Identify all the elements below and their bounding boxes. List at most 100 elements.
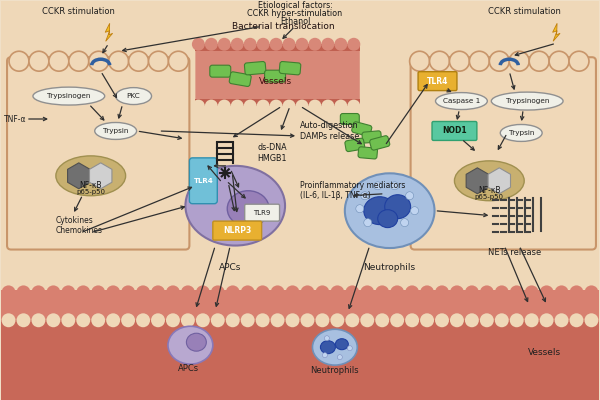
Circle shape <box>450 286 464 299</box>
Bar <box>1 290 599 400</box>
Circle shape <box>375 286 389 299</box>
Circle shape <box>584 313 598 327</box>
Circle shape <box>449 51 469 71</box>
Circle shape <box>166 286 180 299</box>
Ellipse shape <box>378 210 398 228</box>
Circle shape <box>334 38 347 51</box>
Circle shape <box>308 38 322 51</box>
Circle shape <box>569 313 583 327</box>
Circle shape <box>76 286 90 299</box>
Circle shape <box>46 313 61 327</box>
Circle shape <box>2 286 16 299</box>
Circle shape <box>271 313 284 327</box>
FancyBboxPatch shape <box>410 57 596 250</box>
Circle shape <box>554 286 569 299</box>
FancyBboxPatch shape <box>362 131 382 143</box>
Text: ds-DNA
HMGB1: ds-DNA HMGB1 <box>257 143 287 162</box>
Circle shape <box>76 313 90 327</box>
Text: Caspase 1: Caspase 1 <box>443 98 480 104</box>
Circle shape <box>241 313 254 327</box>
Circle shape <box>106 286 120 299</box>
Circle shape <box>244 100 257 112</box>
Circle shape <box>406 192 413 200</box>
Circle shape <box>301 313 314 327</box>
Circle shape <box>31 313 46 327</box>
Circle shape <box>347 38 360 51</box>
Circle shape <box>569 51 589 71</box>
Circle shape <box>360 313 374 327</box>
FancyBboxPatch shape <box>265 70 286 82</box>
Circle shape <box>226 286 240 299</box>
FancyBboxPatch shape <box>352 122 372 136</box>
Circle shape <box>269 100 283 112</box>
Text: Neutrophils: Neutrophils <box>364 263 416 272</box>
Circle shape <box>364 219 372 227</box>
Text: Neutrophils: Neutrophils <box>311 366 359 375</box>
Circle shape <box>91 313 105 327</box>
Circle shape <box>316 286 329 299</box>
Ellipse shape <box>320 341 335 354</box>
Circle shape <box>301 286 314 299</box>
Circle shape <box>356 205 364 213</box>
Polygon shape <box>105 23 113 41</box>
Circle shape <box>509 51 529 71</box>
Circle shape <box>257 38 269 51</box>
Circle shape <box>205 100 218 112</box>
Ellipse shape <box>345 173 434 248</box>
FancyBboxPatch shape <box>279 62 301 75</box>
Circle shape <box>469 51 490 71</box>
Circle shape <box>360 286 374 299</box>
FancyBboxPatch shape <box>370 136 390 150</box>
Circle shape <box>346 286 359 299</box>
Circle shape <box>192 100 205 112</box>
FancyBboxPatch shape <box>245 204 280 221</box>
FancyBboxPatch shape <box>190 158 217 204</box>
Text: TNF-α: TNF-α <box>4 114 26 124</box>
Circle shape <box>205 38 218 51</box>
Circle shape <box>231 100 244 112</box>
Circle shape <box>430 51 449 71</box>
Polygon shape <box>466 168 488 194</box>
Circle shape <box>151 313 165 327</box>
Circle shape <box>322 100 334 112</box>
FancyBboxPatch shape <box>418 72 457 91</box>
Circle shape <box>325 336 329 341</box>
Circle shape <box>2 313 16 327</box>
Text: NF-κB: NF-κB <box>478 186 500 195</box>
Bar <box>1 2 599 295</box>
Circle shape <box>192 38 205 51</box>
Polygon shape <box>68 163 90 189</box>
Ellipse shape <box>185 166 285 246</box>
Text: Etiological factors:: Etiological factors: <box>257 1 332 10</box>
FancyBboxPatch shape <box>345 138 365 152</box>
Ellipse shape <box>364 197 395 225</box>
Circle shape <box>151 286 165 299</box>
FancyBboxPatch shape <box>340 114 359 124</box>
Circle shape <box>271 286 284 299</box>
Circle shape <box>435 313 449 327</box>
Circle shape <box>231 38 244 51</box>
Circle shape <box>61 286 76 299</box>
Circle shape <box>420 286 434 299</box>
Text: Vessels: Vessels <box>527 348 560 357</box>
Ellipse shape <box>56 156 125 196</box>
Circle shape <box>31 286 46 299</box>
Circle shape <box>337 355 343 360</box>
Circle shape <box>136 286 150 299</box>
Circle shape <box>410 207 419 215</box>
Circle shape <box>524 313 539 327</box>
Circle shape <box>405 313 419 327</box>
Circle shape <box>29 51 49 71</box>
Ellipse shape <box>95 122 137 140</box>
Circle shape <box>181 313 195 327</box>
Text: NOD1: NOD1 <box>442 126 467 136</box>
Circle shape <box>510 313 524 327</box>
FancyBboxPatch shape <box>210 65 231 77</box>
Text: NETs release: NETs release <box>488 248 541 257</box>
Circle shape <box>269 38 283 51</box>
Circle shape <box>61 313 76 327</box>
Circle shape <box>465 313 479 327</box>
FancyBboxPatch shape <box>229 72 251 86</box>
Circle shape <box>405 286 419 299</box>
Circle shape <box>316 313 329 327</box>
